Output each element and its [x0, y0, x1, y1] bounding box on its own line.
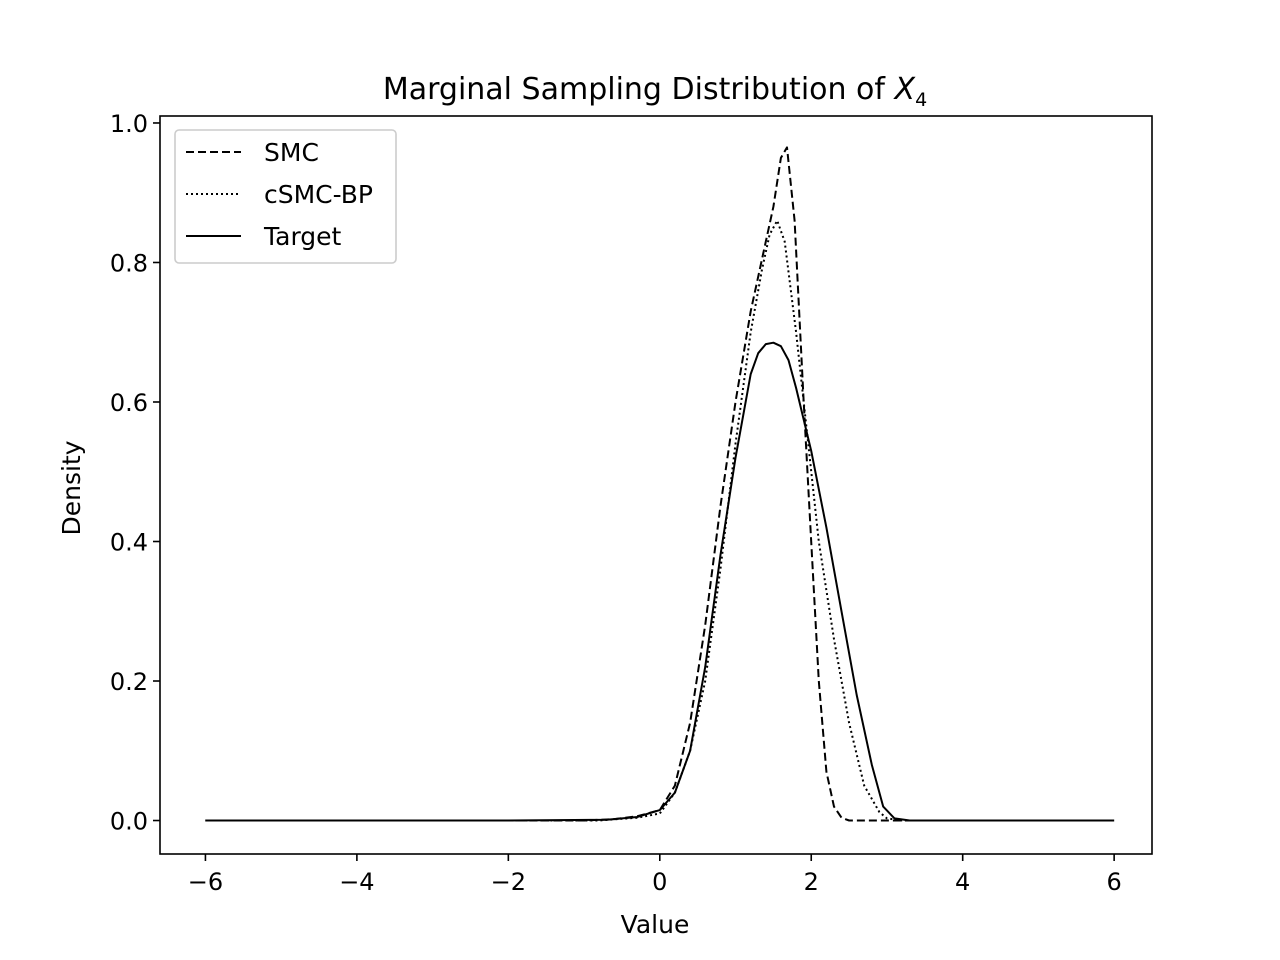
y-axis: 0.0 0.2 0.4 0.6 0.8 1.0	[110, 110, 160, 836]
x-axis: −6 −4 −2 0 2 4 6	[188, 854, 1122, 896]
y-tick-label: 0.8	[110, 249, 148, 277]
x-tick-label: −2	[491, 868, 526, 896]
legend-box	[174, 129, 397, 264]
legend-label: SMC	[264, 138, 319, 167]
x-tick-label: −6	[188, 868, 223, 896]
x-axis-label: Value	[621, 910, 690, 939]
legend-label: cSMC-BP	[264, 180, 373, 209]
chart-title: Marginal Sampling Distribution of X4	[383, 72, 927, 111]
y-tick-label: 0.2	[110, 668, 148, 696]
x-tick-label: 4	[955, 868, 970, 896]
series-line-csmc-bp	[205, 219, 1115, 822]
y-tick-label: 0.0	[110, 808, 148, 836]
x-tick-label: 6	[1106, 868, 1121, 896]
series-layer	[205, 146, 1115, 822]
chart-title-text: Marginal Sampling Distribution of	[383, 72, 895, 107]
y-axis-label: Density	[57, 440, 86, 535]
x-tick-label: −4	[339, 868, 374, 896]
chart-title-math-subscript: 4	[915, 89, 927, 111]
y-tick-label: 0.4	[110, 529, 148, 557]
legend-label: Target	[263, 222, 342, 251]
chart-title-math-symbol: X	[893, 72, 917, 107]
y-tick-label: 0.6	[110, 389, 148, 417]
x-tick-label: 0	[652, 868, 667, 896]
y-tick-label: 1.0	[110, 110, 148, 138]
plot-frame	[159, 115, 1153, 855]
legend: SMC cSMC-BP Target	[174, 129, 397, 264]
x-tick-label: 2	[804, 868, 819, 896]
series-line-target	[205, 341, 1115, 822]
